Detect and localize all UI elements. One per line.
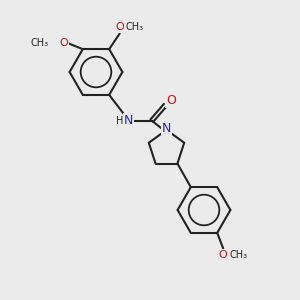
Text: N: N — [124, 114, 134, 127]
Text: CH₃: CH₃ — [229, 250, 247, 260]
Text: O: O — [115, 22, 124, 32]
Text: O: O — [219, 250, 228, 260]
Text: CH₃: CH₃ — [30, 38, 48, 47]
Text: O: O — [166, 94, 175, 107]
Text: H: H — [116, 116, 123, 126]
Text: N: N — [162, 122, 171, 135]
Text: O: O — [59, 38, 68, 47]
Text: CH₃: CH₃ — [126, 22, 144, 32]
